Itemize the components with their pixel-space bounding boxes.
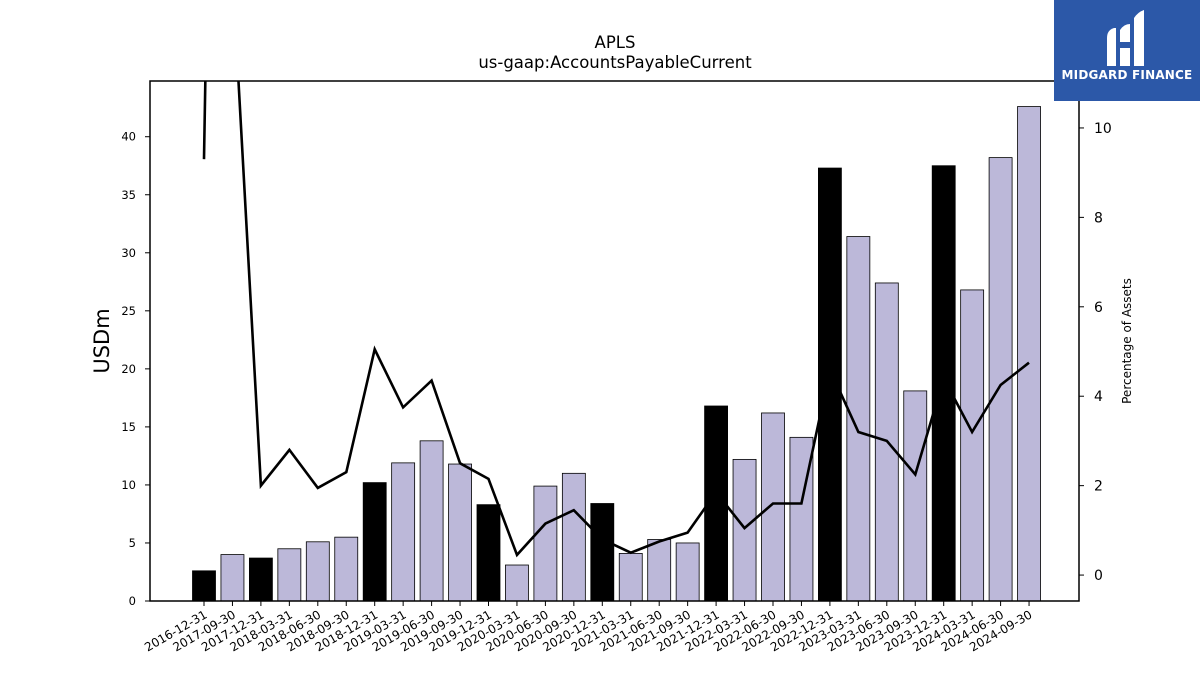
y-tick-label: 25: [121, 304, 136, 318]
bar-2021-06-30: [647, 539, 672, 602]
bar-2022-06-30: [761, 412, 785, 602]
bar-2018-06-30: [305, 541, 330, 602]
y-tick-label: 35: [121, 188, 136, 202]
y-tick-label: 15: [121, 420, 136, 434]
bar-2022-03-31: [732, 458, 757, 602]
right-tick-label: 2: [1094, 479, 1103, 495]
bar-2019-03-31: [391, 462, 416, 602]
bar-2021-03-31: [618, 553, 643, 602]
bar-2023-03-31: [846, 236, 871, 602]
bar-2018-09-30: [334, 536, 359, 602]
bar-2020-09-30: [561, 472, 586, 602]
y-axis-label: USDm: [90, 308, 114, 373]
bar-2024-09-30: [1017, 106, 1041, 602]
y-tick-label: 5: [129, 536, 136, 550]
right-tick-label: 8: [1094, 210, 1103, 226]
plot-frame: [149, 80, 1080, 602]
right-tick-label: 0: [1094, 568, 1103, 584]
bars-layer: [192, 106, 1041, 602]
brand-logo-text: MIDGARD FINANCE: [1061, 68, 1193, 82]
brand-logo: MIDGARD FINANCE: [1054, 0, 1200, 101]
y-tick-label: 0: [129, 594, 136, 608]
bar-2020-12-31: [590, 503, 615, 602]
chart-subtitle: us-gaap:AccountsPayableCurrent: [478, 53, 752, 72]
y-tick-label: 20: [121, 362, 136, 376]
bar-2021-09-30: [675, 542, 700, 602]
bar-2020-03-31: [505, 564, 529, 602]
bar-2023-12-31: [931, 165, 956, 602]
bar-2017-09-30: [220, 554, 245, 602]
right-tick-label: 10: [1094, 121, 1112, 137]
y-tick-label: 40: [121, 130, 136, 144]
right-axis-label: Percentage of Assets: [1120, 278, 1134, 404]
bar-2018-12-31: [362, 482, 387, 602]
bar-2020-06-30: [533, 485, 558, 602]
right-tick-label: 6: [1094, 300, 1103, 316]
y-tick-label: 30: [121, 246, 136, 260]
bar-2017-12-31: [248, 557, 273, 602]
bar-2024-03-31: [960, 289, 985, 602]
line-layer: [202, 81, 1030, 558]
bar-2019-09-30: [448, 463, 472, 602]
bar-2019-06-30: [419, 440, 444, 602]
bar-2016-12-31: [192, 570, 216, 602]
percentage-of-assets-line: [202, 81, 1030, 558]
right-tick-label: 4: [1094, 389, 1103, 405]
y-tick-label: 10: [121, 478, 136, 492]
chart-title: APLS: [595, 33, 636, 52]
bar-2019-12-31: [476, 504, 501, 602]
midgard-logo-icon: [1107, 10, 1144, 66]
bar-2023-09-30: [903, 390, 928, 602]
bar-2018-03-31: [277, 548, 302, 602]
ticks-layer: 051015202530354002468102016-12-312017-09…: [121, 121, 1111, 655]
